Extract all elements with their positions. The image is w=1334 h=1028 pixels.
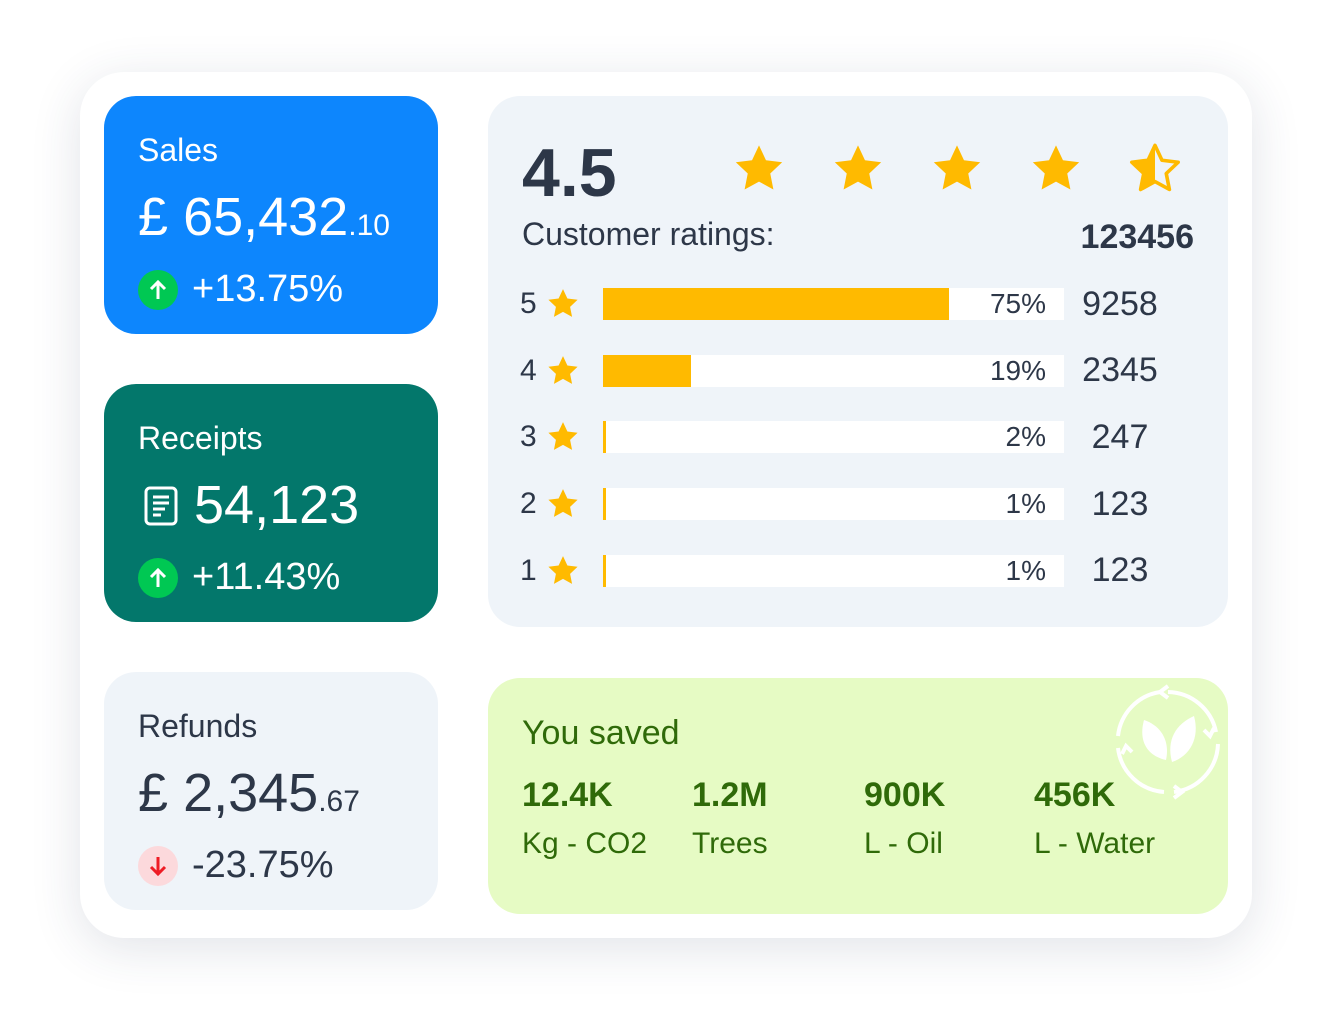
- rating-percent: 2%: [1005, 421, 1046, 453]
- rating-count: 247: [1091, 417, 1149, 456]
- rating-bar: 19%: [603, 354, 1064, 387]
- ratings-total: 123456: [1080, 218, 1194, 256]
- saved-unit: Trees: [692, 827, 768, 860]
- rating-count: 2345: [1082, 351, 1158, 390]
- sales-change: +13.75%: [138, 268, 343, 311]
- saved-value: 1.2M: [692, 776, 768, 814]
- star-full-icon: [732, 142, 786, 201]
- rating-bar-fill: [603, 354, 691, 387]
- arrow-down-icon: [138, 845, 178, 886]
- saved-stat: 900K L - Oil: [864, 776, 945, 861]
- star-full-icon: [1029, 142, 1083, 201]
- saved-unit: L - Water: [1034, 827, 1156, 860]
- saved-value: 900K: [864, 776, 946, 814]
- rating-count: 9258: [1082, 284, 1158, 323]
- rating-percent: 19%: [989, 354, 1046, 386]
- rating-star-number: 3: [520, 420, 537, 454]
- rating-bar-fill: [603, 288, 949, 320]
- saved-unit: Kg - CO2: [522, 827, 648, 860]
- saved-stat: 456K L - Water: [1034, 776, 1155, 861]
- ratings-panel: 4.5 Customer ratings: 123456 5 75% 9258 4…: [488, 96, 1228, 627]
- rating-star-number: 4: [520, 353, 537, 387]
- rating-row: 4 19% 2345: [520, 351, 1180, 390]
- rating-bar: 1%: [603, 488, 1064, 521]
- arrow-up-icon: [138, 269, 178, 310]
- rating-star-number: 2: [520, 487, 537, 521]
- saved-stat: 1.2M Trees: [692, 776, 768, 861]
- rating-bar: 2%: [603, 421, 1064, 454]
- rating-bar-fill: [603, 488, 606, 521]
- sales-card[interactable]: Sales £ 65,432.10 +13.75%: [104, 96, 438, 334]
- rating-count: 123: [1091, 551, 1149, 590]
- star-icon: [546, 554, 580, 588]
- star-icon: [546, 354, 580, 388]
- eco-recycle-leaf-icon: [1116, 684, 1220, 800]
- saved-unit: L - Oil: [864, 827, 943, 860]
- sales-amount: £ 65,432.10: [138, 187, 390, 247]
- saved-value: 12.4K: [522, 776, 613, 814]
- rating-bar: 75%: [603, 288, 1064, 320]
- star-full-icon: [831, 142, 885, 201]
- rating-count: 123: [1091, 484, 1149, 523]
- star-icon: [546, 287, 580, 321]
- ratings-label: Customer ratings:: [522, 216, 775, 252]
- receipts-change: +11.43%: [138, 556, 340, 599]
- saved-value: 456K: [1034, 776, 1116, 814]
- rating-bar: 1%: [603, 554, 1064, 587]
- star-full-icon: [930, 142, 984, 201]
- receipt-icon: [144, 486, 178, 526]
- arrow-up-icon: [138, 557, 178, 598]
- rating-row: 5 75% 9258: [520, 284, 1180, 323]
- rating-row: 3 2% 247: [520, 417, 1180, 456]
- rating-star-number: 5: [520, 287, 537, 320]
- star-icon: [546, 420, 580, 454]
- rating-bar-fill: [603, 554, 606, 587]
- refunds-change: -23.75%: [138, 844, 334, 887]
- saved-stat: 12.4K Kg - CO2: [522, 776, 647, 861]
- rating-star-number: 1: [520, 553, 537, 587]
- rating-percent: 75%: [989, 288, 1046, 319]
- refunds-title: Refunds: [138, 708, 258, 744]
- saved-panel: You saved 12.4K Kg - CO2 1.2M Trees 900K L - …: [488, 678, 1228, 914]
- rating-percent: 1%: [1005, 554, 1046, 586]
- rating-row: 2 1% 123: [520, 484, 1180, 523]
- rating-row: 1 1% 123: [520, 551, 1180, 590]
- refunds-amount: £ 2,345.67: [138, 763, 360, 823]
- rating-percent: 1%: [1005, 488, 1046, 520]
- rating-bar-fill: [603, 421, 606, 454]
- rating-stars: [732, 142, 1182, 201]
- refunds-card[interactable]: Refunds £ 2,345.67 -23.75%: [104, 672, 438, 910]
- receipts-amount: 54,123: [144, 474, 359, 536]
- average-rating: 4.5: [522, 135, 617, 211]
- star-half-icon: [1128, 142, 1182, 201]
- receipts-card[interactable]: Receipts 54,123 +11.43%: [104, 384, 438, 622]
- sales-title: Sales: [138, 132, 219, 168]
- star-icon: [546, 487, 580, 521]
- receipts-title: Receipts: [138, 420, 263, 456]
- saved-title: You saved: [522, 714, 680, 752]
